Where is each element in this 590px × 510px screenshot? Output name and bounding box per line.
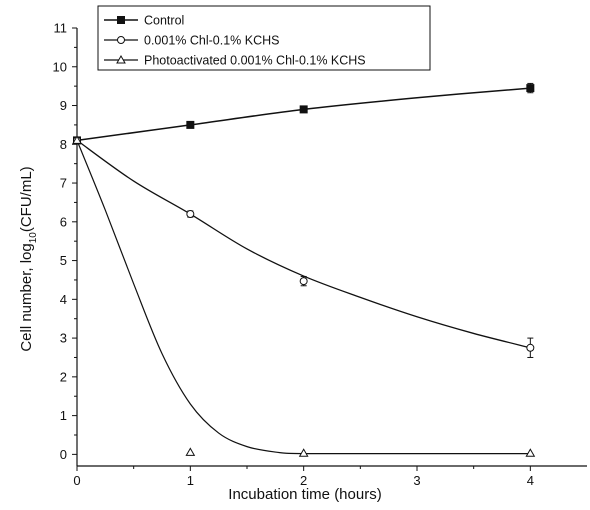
y-axis-label: Cell number, log10(CFU/mL) — [18, 166, 39, 351]
legend-marker-1 — [117, 36, 125, 44]
series-markers — [72, 82, 536, 457]
x-tick-label: 1 — [187, 473, 194, 488]
y-axis-label-unit: (CFU/mL) — [18, 166, 35, 232]
legend: Control 0.001% Chl-0.1% KCHS Photoactivate… — [97, 5, 431, 71]
y-tick-label: 10 — [53, 59, 67, 74]
series-2-point-2 — [298, 448, 309, 457]
y-tick-label: 0 — [60, 447, 67, 462]
series-curves — [76, 87, 531, 455]
y-axis-label-main: Cell number, log — [18, 243, 35, 351]
legend-marker-2 — [116, 54, 126, 64]
y-tick-label: 9 — [60, 98, 67, 113]
series-0-point-3 — [526, 84, 535, 93]
series-2-point-1 — [185, 447, 196, 456]
y-tick-label: 3 — [60, 331, 67, 346]
axes — [76, 28, 587, 467]
series-2-point-0 — [72, 135, 82, 144]
legend-marker-0 — [117, 16, 125, 24]
y-tick-label: 4 — [60, 292, 67, 307]
x-tick-label: 3 — [413, 473, 420, 488]
x-tick-label: 2 — [300, 473, 307, 488]
y-tick-label: 8 — [60, 137, 67, 152]
y-tick-label: 2 — [60, 369, 67, 384]
series-line-0 — [76, 87, 531, 142]
series-1-point-3 — [526, 343, 535, 352]
series-1-point-1 — [186, 210, 195, 219]
y-tick-label: 11 — [54, 21, 68, 36]
series-line-1 — [76, 139, 531, 349]
x-tick-label: 4 — [527, 473, 534, 488]
y-tick-label: 5 — [60, 253, 67, 268]
y-tick-label: 1 — [60, 408, 67, 423]
ticks: 0 1 2 3 4 0 1 2 3 4 5 6 7 8 9 10 11 — [53, 21, 534, 489]
x-axis-label: Incubation time (hours) — [228, 486, 381, 503]
legend-label-1: 0.001% Chl-0.1% KCHS — [144, 34, 279, 48]
y-axis-label-subscript: 10 — [28, 232, 39, 244]
legend-label-2: Photoactivated 0.001% Chl-0.1% KCHS — [144, 54, 366, 68]
y-tick-label: 7 — [60, 176, 67, 191]
series-1-point-2 — [299, 277, 308, 286]
x-tick-label: 0 — [73, 473, 80, 488]
series-line-2 — [76, 140, 531, 455]
series-0-point-2 — [299, 105, 308, 114]
series-2-point-3 — [525, 448, 536, 457]
legend-box — [97, 5, 431, 71]
series-0-point-1 — [186, 120, 195, 129]
legend-label-0: Control — [144, 14, 184, 28]
y-tick-label: 6 — [60, 214, 67, 229]
